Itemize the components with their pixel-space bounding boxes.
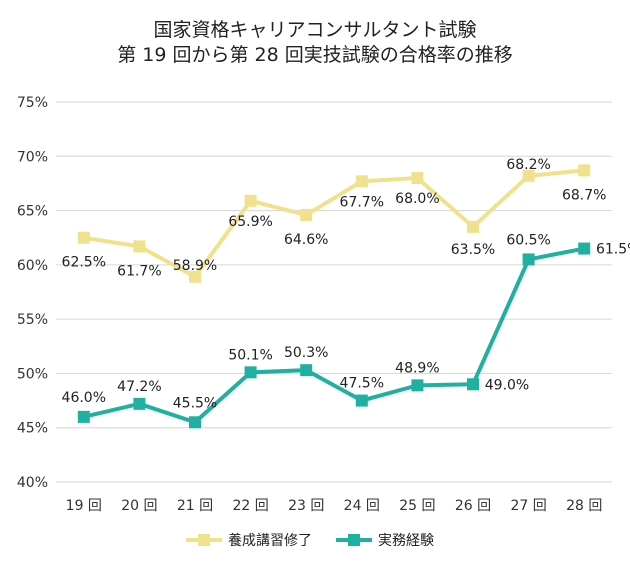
data-label: 68.2% (506, 157, 550, 173)
data-label: 68.7% (562, 187, 606, 203)
data-point-marker (355, 175, 368, 188)
series-line-1 (83, 246, 585, 425)
data-label: 46.0% (62, 390, 106, 406)
y-tick-label: 75% (17, 95, 48, 111)
data-label: 60.5% (506, 232, 550, 248)
data-point-marker (522, 253, 535, 266)
legend-label: 実務経験 (378, 533, 434, 549)
data-point-marker (411, 172, 424, 184)
data-point-marker (467, 378, 479, 391)
data-point-marker (77, 231, 90, 244)
data-label: 68.0% (395, 191, 439, 207)
data-point-marker (244, 366, 257, 379)
data-point-marker (522, 169, 535, 182)
data-label: 62.5% (62, 255, 106, 271)
data-point-marker (189, 416, 201, 429)
data-label: 47.5% (340, 376, 384, 392)
y-tick-label: 50% (17, 366, 48, 382)
x-tick-label: 23 回 (288, 498, 324, 514)
data-point-marker (300, 208, 313, 221)
data-label: 58.9% (173, 258, 217, 274)
data-label: 48.9% (395, 360, 439, 376)
legend-label: 養成講習修了 (228, 532, 312, 549)
data-point-marker (467, 220, 479, 233)
y-tick-label: 40% (17, 475, 48, 491)
data-label: 65.9% (228, 214, 272, 230)
data-point-marker (244, 194, 257, 207)
chart-title-line2: 第 19 回から第 28 回実技試験の合格率の推移 (117, 44, 513, 66)
data-label: 64.6% (284, 232, 328, 248)
data-label: 50.3% (284, 345, 328, 361)
legend-marker (198, 534, 210, 546)
y-tick-label: 55% (17, 312, 48, 328)
legend-marker (348, 534, 360, 546)
y-tick-label: 45% (17, 421, 48, 437)
y-tick-label: 60% (17, 258, 48, 274)
data-label: 63.5% (451, 242, 495, 258)
data-label: 67.7% (340, 194, 384, 210)
x-tick-label: 20 回 (121, 498, 157, 514)
x-tick-label: 19 回 (66, 498, 102, 514)
y-tick-label: 70% (17, 149, 48, 165)
x-tick-label: 25 回 (399, 498, 435, 514)
data-point-marker (300, 364, 313, 377)
y-tick-label: 65% (17, 204, 48, 220)
data-point-marker (133, 240, 146, 253)
data-point-marker (578, 242, 591, 255)
data-label: 61.7% (117, 263, 161, 279)
data-point-marker (355, 394, 368, 407)
data-point-marker (411, 379, 424, 392)
data-point-marker (578, 164, 591, 177)
x-tick-label: 27 回 (510, 498, 546, 514)
x-tick-label: 26 回 (455, 498, 491, 514)
data-label: 49.0% (485, 377, 529, 393)
series-line-0 (83, 168, 585, 279)
chart-title-line1: 国家資格キャリアコンサルタント試験 (153, 19, 477, 41)
data-label: 61.5% (596, 242, 630, 258)
data-label: 45.5% (173, 395, 217, 411)
data-label: 50.1% (228, 347, 272, 363)
data-point-marker (77, 410, 90, 423)
data-point-marker (133, 397, 146, 410)
x-tick-label: 22 回 (232, 498, 268, 514)
data-point-marker (189, 270, 201, 283)
x-tick-label: 28 回 (566, 498, 602, 514)
data-label: 47.2% (117, 379, 161, 395)
chart-title: 国家資格キャリアコンサルタント試験 第 19 回から第 28 回実技試験の合格率… (0, 18, 630, 68)
x-tick-label: 21 回 (177, 498, 213, 514)
x-tick-label: 24 回 (344, 498, 380, 514)
